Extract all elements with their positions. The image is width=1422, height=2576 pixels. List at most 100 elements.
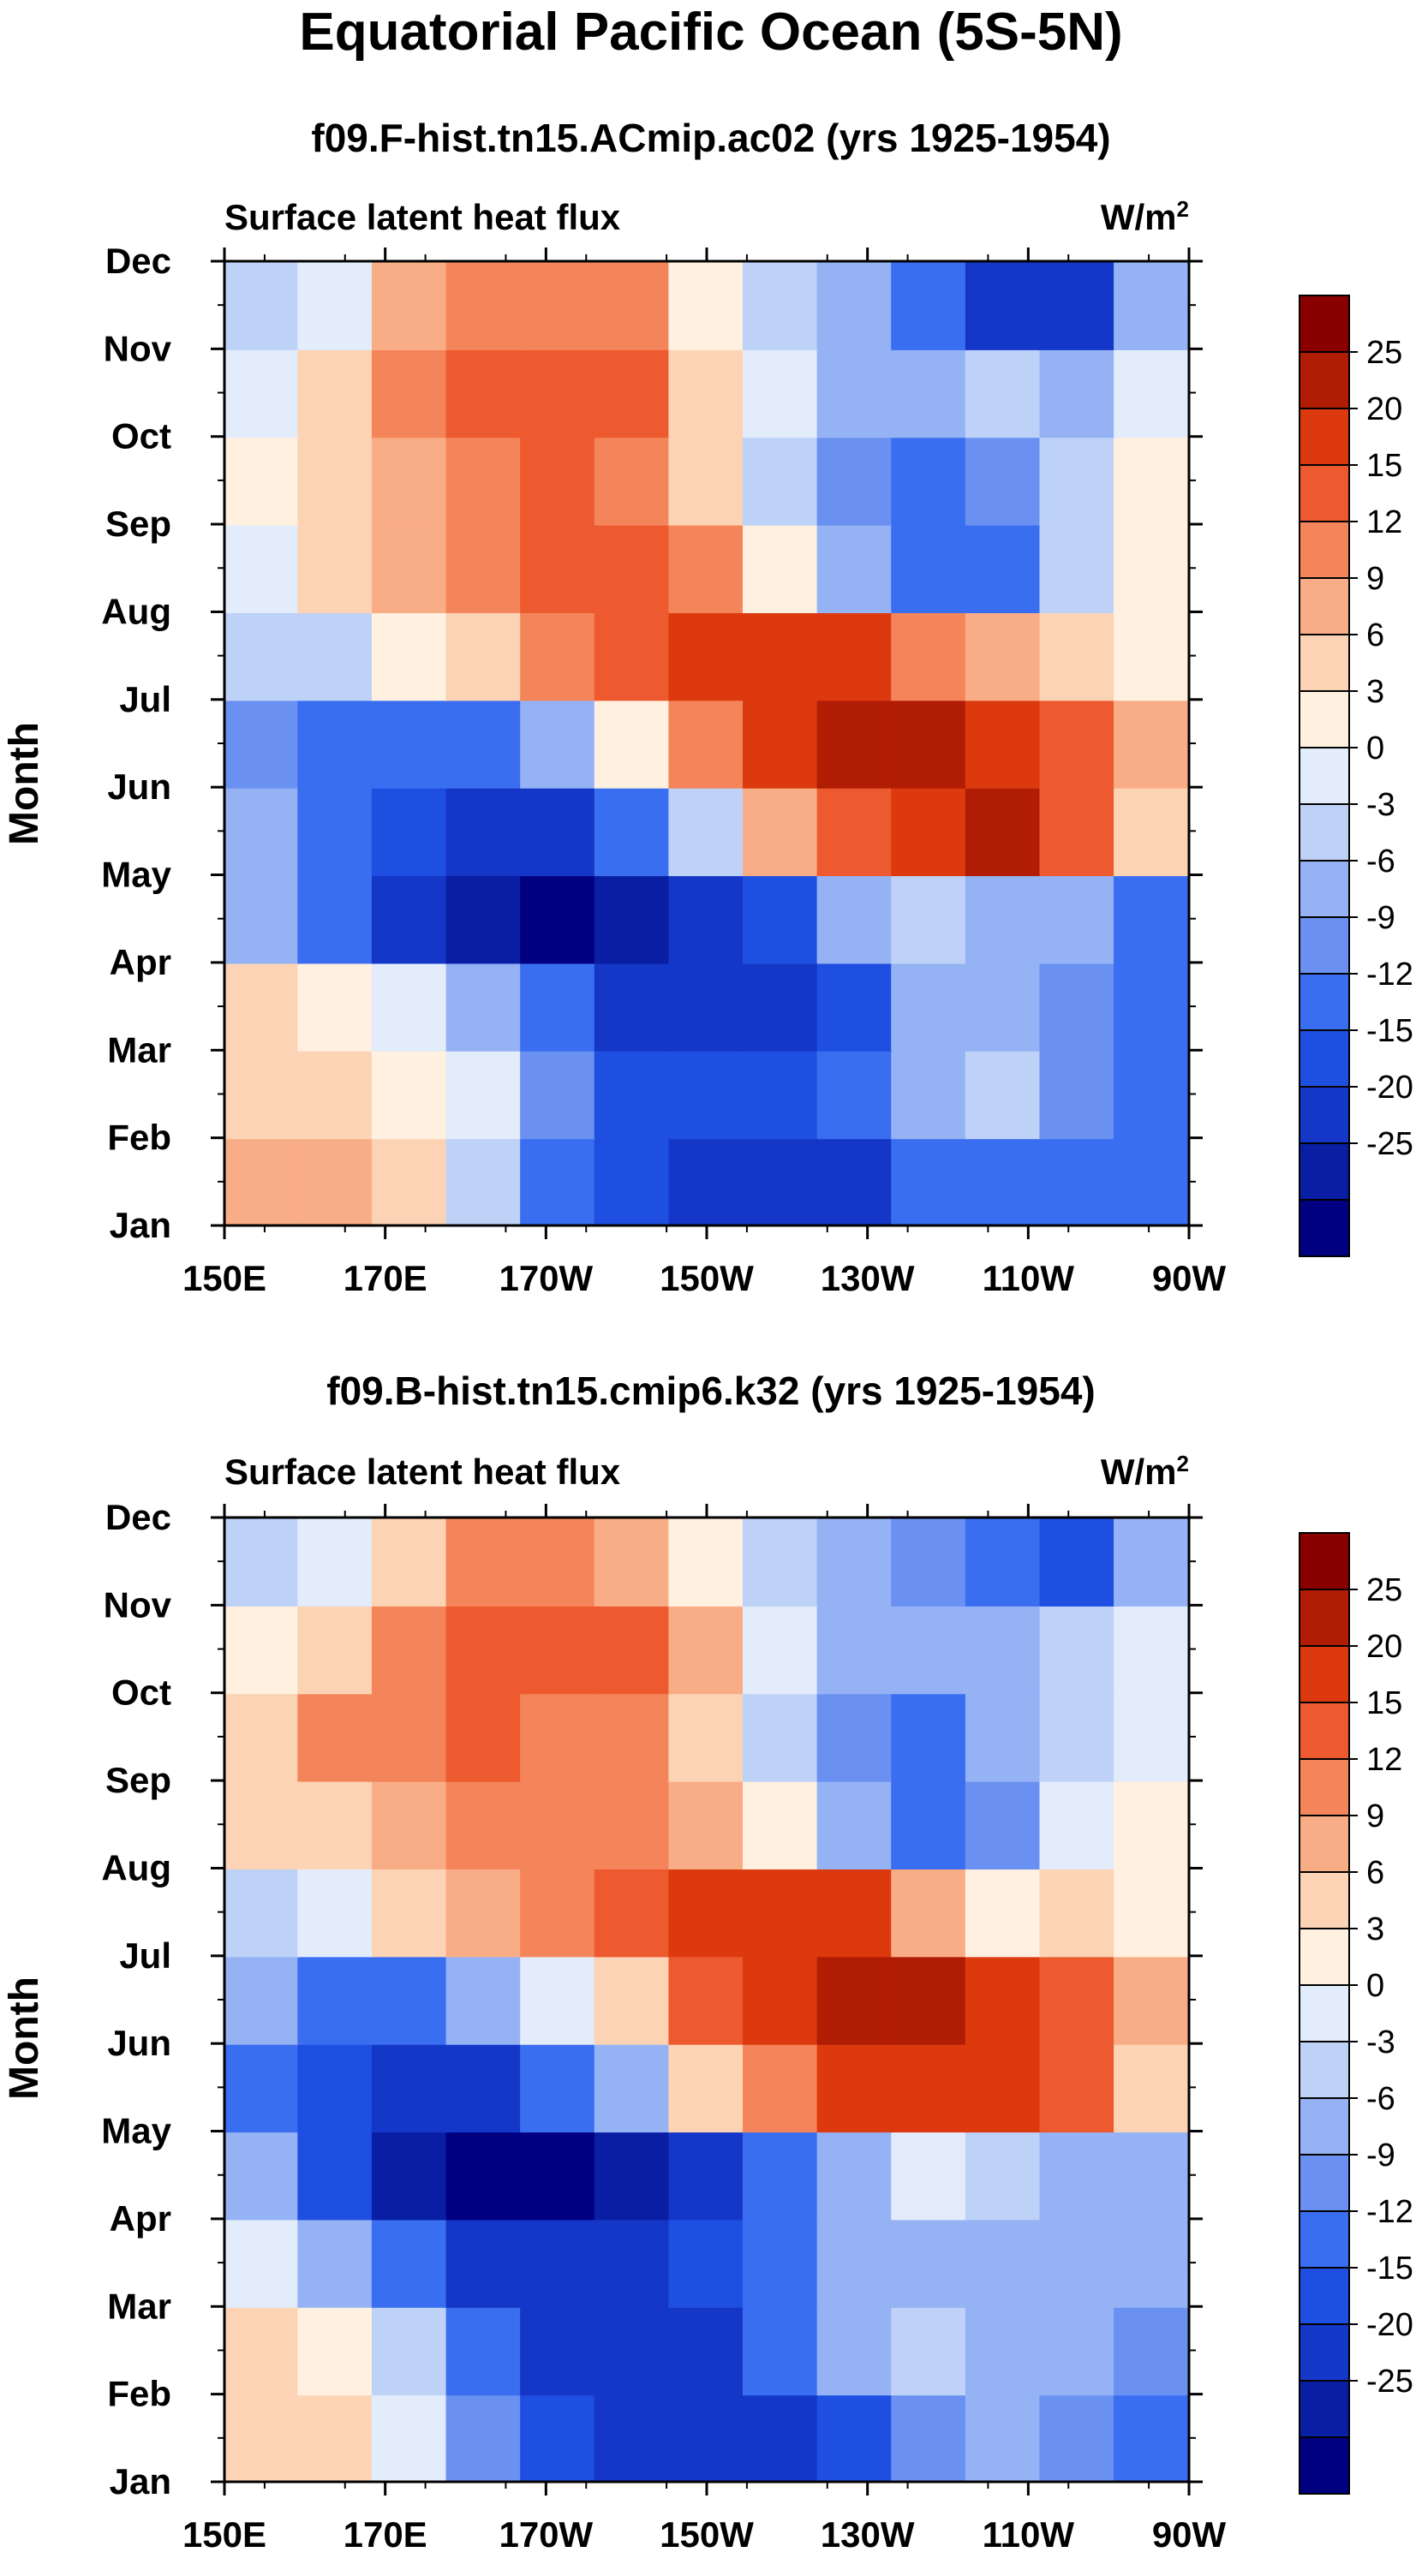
panel-1-colorbar: 25 20 15 12 9 6 3 0 -3 -6 -9 -12 -15 -20 -25 [1299, 295, 1413, 1257]
heat-cell [965, 522, 1043, 613]
heat-cell [371, 2130, 449, 2221]
heat-cell [371, 435, 449, 526]
heat-cell [297, 2393, 374, 2482]
heat-cell [297, 1866, 374, 1958]
colorbar-label: 6 [1366, 1855, 1384, 1891]
heat-cell [816, 2042, 893, 2133]
panel-1-title: f09.F-hist.tn15.ACmip.ac02 (yrs 1925-195… [311, 116, 1110, 160]
colorbar-box [1299, 973, 1350, 1031]
heat-cell [816, 1866, 893, 1958]
heat-cell [520, 2393, 597, 2482]
heat-cell [371, 610, 449, 701]
heat-cell [1039, 1866, 1116, 1958]
colorbar-box [1299, 408, 1350, 466]
heat-cell [965, 1603, 1043, 1695]
colorbar-box [1299, 1029, 1350, 1088]
heat-cell [668, 1603, 745, 1695]
heat-cell [891, 1691, 968, 1782]
colorbar-label: 0 [1366, 1968, 1384, 2004]
heat-cell [816, 610, 893, 701]
heat-cell [1114, 347, 1189, 438]
heat-cell [743, 2480, 820, 2482]
heat-cell [891, 261, 968, 350]
colorbar-box [1299, 1815, 1350, 1873]
heat-cell [816, 261, 893, 350]
colorbar-label: -20 [1366, 2307, 1413, 2343]
heat-cell [816, 1954, 893, 2045]
heat-cell [965, 610, 1043, 701]
heat-cell [1114, 2130, 1189, 2221]
heat-cell [224, 610, 300, 701]
heat-cell [743, 2130, 820, 2221]
colorbar-label: 3 [1366, 674, 1384, 710]
heat-cell [520, 1518, 597, 1607]
colorbar-label: 0 [1366, 730, 1384, 766]
heat-cell [594, 347, 671, 438]
heat-cell [816, 698, 893, 789]
heat-cell [743, 610, 820, 701]
heat-cell [1114, 2393, 1189, 2482]
heat-cell [297, 874, 374, 964]
colorbar-label: -25 [1366, 1126, 1413, 1162]
heat-cell [891, 2130, 968, 2221]
heat-cell [371, 2393, 449, 2482]
heat-cell [1114, 961, 1189, 1052]
colorbar-box [1299, 1086, 1350, 1144]
x-tick-label: 150E [182, 1258, 266, 1298]
heat-cell [891, 2393, 968, 2482]
heat-cell [594, 610, 671, 701]
x-tick-label: 150W [660, 1258, 754, 1298]
colorbar-box [1299, 464, 1350, 522]
heat-cell [1114, 1779, 1189, 1869]
panel-1-left-label: Surface latent heat flux [224, 197, 621, 237]
heat-cell [891, 2217, 968, 2308]
heat-cell [816, 1779, 893, 1869]
heat-cell [1039, 610, 1116, 701]
heat-cell [1039, 261, 1116, 350]
heat-cell [891, 1136, 968, 1225]
heat-cell [297, 2130, 374, 2221]
heat-cell [668, 435, 745, 526]
heat-cell [371, 961, 449, 1052]
heat-cell [224, 785, 300, 877]
colorbar-label: 12 [1366, 504, 1402, 540]
heat-cell [668, 1866, 745, 1958]
heat-cell [891, 785, 968, 877]
heat-cell [743, 1779, 820, 1869]
colorbar-box [1299, 1984, 1350, 2042]
colorbar-box [1299, 1758, 1350, 1816]
heat-cell [371, 1866, 449, 1958]
colorbar-box [1299, 1532, 1350, 1590]
heat-cell [743, 1603, 820, 1695]
heat-cell [1039, 347, 1116, 438]
colorbar-label: 25 [1366, 1572, 1402, 1608]
heat-cell [297, 785, 374, 877]
heat-cell [445, 522, 523, 613]
heat-cell [445, 1603, 523, 1695]
heat-cell [1039, 1954, 1116, 2045]
y-tick-label: Jan [110, 2461, 171, 2501]
heat-cell [594, 1048, 671, 1140]
heat-cell [371, 1518, 449, 1607]
heat-cell [594, 435, 671, 526]
heat-cell [1039, 1779, 1116, 1869]
heat-cell [668, 2305, 745, 2396]
y-tick-label: Oct [111, 1673, 171, 1713]
heat-cell [594, 785, 671, 877]
heat-cell [668, 2130, 745, 2221]
heat-cell [371, 1048, 449, 1140]
colorbar-box [1299, 916, 1350, 975]
heat-cell [891, 1603, 968, 1695]
heat-cell [965, 874, 1043, 964]
heat-cell [371, 2305, 449, 2396]
x-tick-label: 90W [1152, 2514, 1227, 2555]
heat-cell [891, 1779, 968, 1869]
heat-cell [816, 1518, 893, 1607]
heat-cell [891, 874, 968, 964]
heat-cell [224, 347, 300, 438]
x-tick-label: 170W [499, 1258, 593, 1298]
heat-cell [965, 2217, 1043, 2308]
heat-cell [1039, 1603, 1116, 1695]
heat-cell [520, 2042, 597, 2133]
